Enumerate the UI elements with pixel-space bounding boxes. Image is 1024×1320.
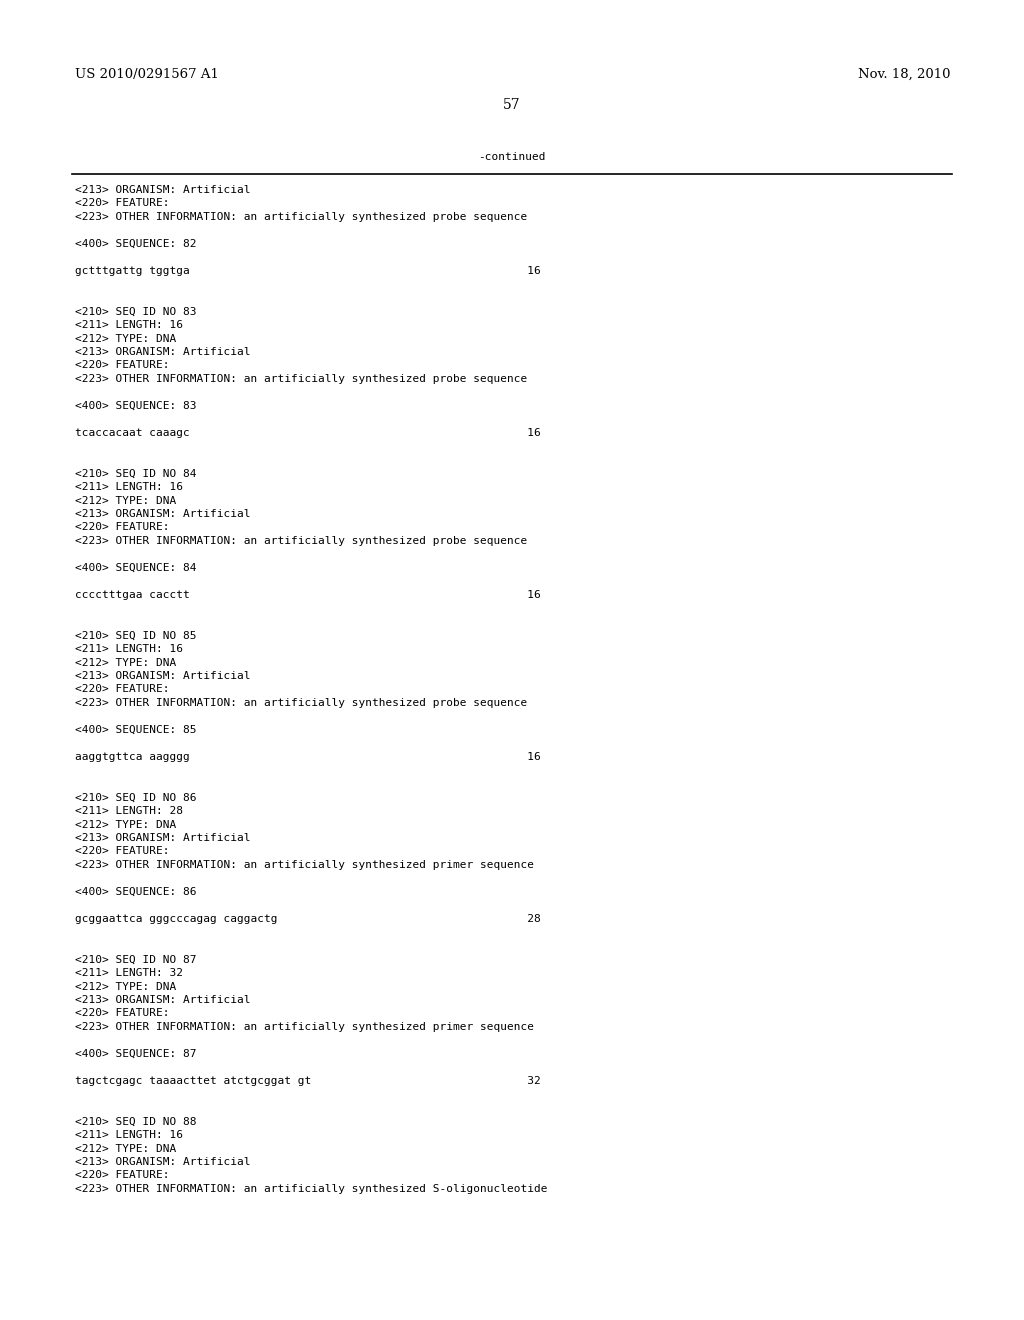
Text: <210> SEQ ID NO 86: <210> SEQ ID NO 86: [75, 792, 197, 803]
Text: <400> SEQUENCE: 84: <400> SEQUENCE: 84: [75, 564, 197, 573]
Text: <400> SEQUENCE: 85: <400> SEQUENCE: 85: [75, 725, 197, 735]
Text: -continued: -continued: [478, 152, 546, 162]
Text: <223> OTHER INFORMATION: an artificially synthesized S-oligonucleotide: <223> OTHER INFORMATION: an artificially…: [75, 1184, 548, 1195]
Text: <220> FEATURE:: <220> FEATURE:: [75, 1171, 170, 1180]
Text: <213> ORGANISM: Artificial: <213> ORGANISM: Artificial: [75, 347, 251, 356]
Text: tagctcgagc taaaacttet atctgcggat gt                                32: tagctcgagc taaaacttet atctgcggat gt 32: [75, 1076, 541, 1086]
Text: <212> TYPE: DNA: <212> TYPE: DNA: [75, 982, 176, 991]
Text: <212> TYPE: DNA: <212> TYPE: DNA: [75, 334, 176, 343]
Text: <210> SEQ ID NO 87: <210> SEQ ID NO 87: [75, 954, 197, 965]
Text: <213> ORGANISM: Artificial: <213> ORGANISM: Artificial: [75, 185, 251, 195]
Text: <211> LENGTH: 32: <211> LENGTH: 32: [75, 968, 183, 978]
Text: <220> FEATURE:: <220> FEATURE:: [75, 360, 170, 371]
Text: gcggaattca gggcccagag caggactg                                     28: gcggaattca gggcccagag caggactg 28: [75, 913, 541, 924]
Text: <210> SEQ ID NO 83: <210> SEQ ID NO 83: [75, 306, 197, 317]
Text: <211> LENGTH: 16: <211> LENGTH: 16: [75, 319, 183, 330]
Text: <212> TYPE: DNA: <212> TYPE: DNA: [75, 1143, 176, 1154]
Text: <220> FEATURE:: <220> FEATURE:: [75, 846, 170, 857]
Text: US 2010/0291567 A1: US 2010/0291567 A1: [75, 69, 219, 81]
Text: <400> SEQUENCE: 87: <400> SEQUENCE: 87: [75, 1049, 197, 1059]
Text: <220> FEATURE:: <220> FEATURE:: [75, 685, 170, 694]
Text: <400> SEQUENCE: 82: <400> SEQUENCE: 82: [75, 239, 197, 249]
Text: <223> OTHER INFORMATION: an artificially synthesized probe sequence: <223> OTHER INFORMATION: an artificially…: [75, 374, 527, 384]
Text: <220> FEATURE:: <220> FEATURE:: [75, 198, 170, 209]
Text: <212> TYPE: DNA: <212> TYPE: DNA: [75, 495, 176, 506]
Text: <223> OTHER INFORMATION: an artificially synthesized primer sequence: <223> OTHER INFORMATION: an artificially…: [75, 861, 534, 870]
Text: <210> SEQ ID NO 88: <210> SEQ ID NO 88: [75, 1117, 197, 1126]
Text: <213> ORGANISM: Artificial: <213> ORGANISM: Artificial: [75, 510, 251, 519]
Text: <212> TYPE: DNA: <212> TYPE: DNA: [75, 820, 176, 829]
Text: <400> SEQUENCE: 86: <400> SEQUENCE: 86: [75, 887, 197, 898]
Text: <223> OTHER INFORMATION: an artificially synthesized probe sequence: <223> OTHER INFORMATION: an artificially…: [75, 536, 527, 546]
Text: Nov. 18, 2010: Nov. 18, 2010: [857, 69, 950, 81]
Text: tcaccacaat caaagc                                                  16: tcaccacaat caaagc 16: [75, 428, 541, 438]
Text: <223> OTHER INFORMATION: an artificially synthesized primer sequence: <223> OTHER INFORMATION: an artificially…: [75, 1022, 534, 1032]
Text: <210> SEQ ID NO 85: <210> SEQ ID NO 85: [75, 631, 197, 640]
Text: <212> TYPE: DNA: <212> TYPE: DNA: [75, 657, 176, 668]
Text: <213> ORGANISM: Artificial: <213> ORGANISM: Artificial: [75, 671, 251, 681]
Text: <211> LENGTH: 28: <211> LENGTH: 28: [75, 807, 183, 816]
Text: 57: 57: [503, 98, 521, 112]
Text: aaggtgttca aagggg                                                  16: aaggtgttca aagggg 16: [75, 752, 541, 762]
Text: <213> ORGANISM: Artificial: <213> ORGANISM: Artificial: [75, 995, 251, 1005]
Text: <223> OTHER INFORMATION: an artificially synthesized probe sequence: <223> OTHER INFORMATION: an artificially…: [75, 213, 527, 222]
Text: <210> SEQ ID NO 84: <210> SEQ ID NO 84: [75, 469, 197, 479]
Text: cccctttgaa cacctt                                                  16: cccctttgaa cacctt 16: [75, 590, 541, 601]
Text: <223> OTHER INFORMATION: an artificially synthesized probe sequence: <223> OTHER INFORMATION: an artificially…: [75, 698, 527, 708]
Text: <211> LENGTH: 16: <211> LENGTH: 16: [75, 1130, 183, 1140]
Text: <213> ORGANISM: Artificial: <213> ORGANISM: Artificial: [75, 833, 251, 843]
Text: <220> FEATURE:: <220> FEATURE:: [75, 523, 170, 532]
Text: <220> FEATURE:: <220> FEATURE:: [75, 1008, 170, 1019]
Text: <211> LENGTH: 16: <211> LENGTH: 16: [75, 644, 183, 653]
Text: gctttgattg tggtga                                                  16: gctttgattg tggtga 16: [75, 267, 541, 276]
Text: <211> LENGTH: 16: <211> LENGTH: 16: [75, 482, 183, 492]
Text: <213> ORGANISM: Artificial: <213> ORGANISM: Artificial: [75, 1158, 251, 1167]
Text: <400> SEQUENCE: 83: <400> SEQUENCE: 83: [75, 401, 197, 411]
